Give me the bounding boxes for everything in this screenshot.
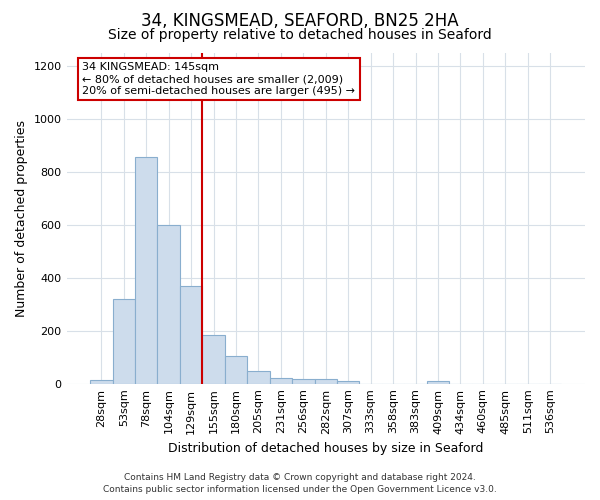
Bar [247, 371, 269, 384]
Bar [90, 380, 113, 384]
Bar [180, 286, 202, 384]
Text: Contains HM Land Registry data © Crown copyright and database right 2024.
Contai: Contains HM Land Registry data © Crown c… [103, 472, 497, 494]
Bar [135, 157, 157, 384]
Bar [427, 380, 449, 384]
Bar [113, 299, 135, 384]
Bar [225, 356, 247, 384]
Bar [314, 379, 337, 384]
Bar [202, 334, 225, 384]
Bar [269, 378, 292, 384]
X-axis label: Distribution of detached houses by size in Seaford: Distribution of detached houses by size … [168, 442, 484, 455]
Text: 34 KINGSMEAD: 145sqm
← 80% of detached houses are smaller (2,009)
20% of semi-de: 34 KINGSMEAD: 145sqm ← 80% of detached h… [82, 62, 355, 96]
Bar [157, 224, 180, 384]
Text: 34, KINGSMEAD, SEAFORD, BN25 2HA: 34, KINGSMEAD, SEAFORD, BN25 2HA [141, 12, 459, 30]
Bar [337, 381, 359, 384]
Y-axis label: Number of detached properties: Number of detached properties [15, 120, 28, 316]
Bar [292, 379, 314, 384]
Text: Size of property relative to detached houses in Seaford: Size of property relative to detached ho… [108, 28, 492, 42]
